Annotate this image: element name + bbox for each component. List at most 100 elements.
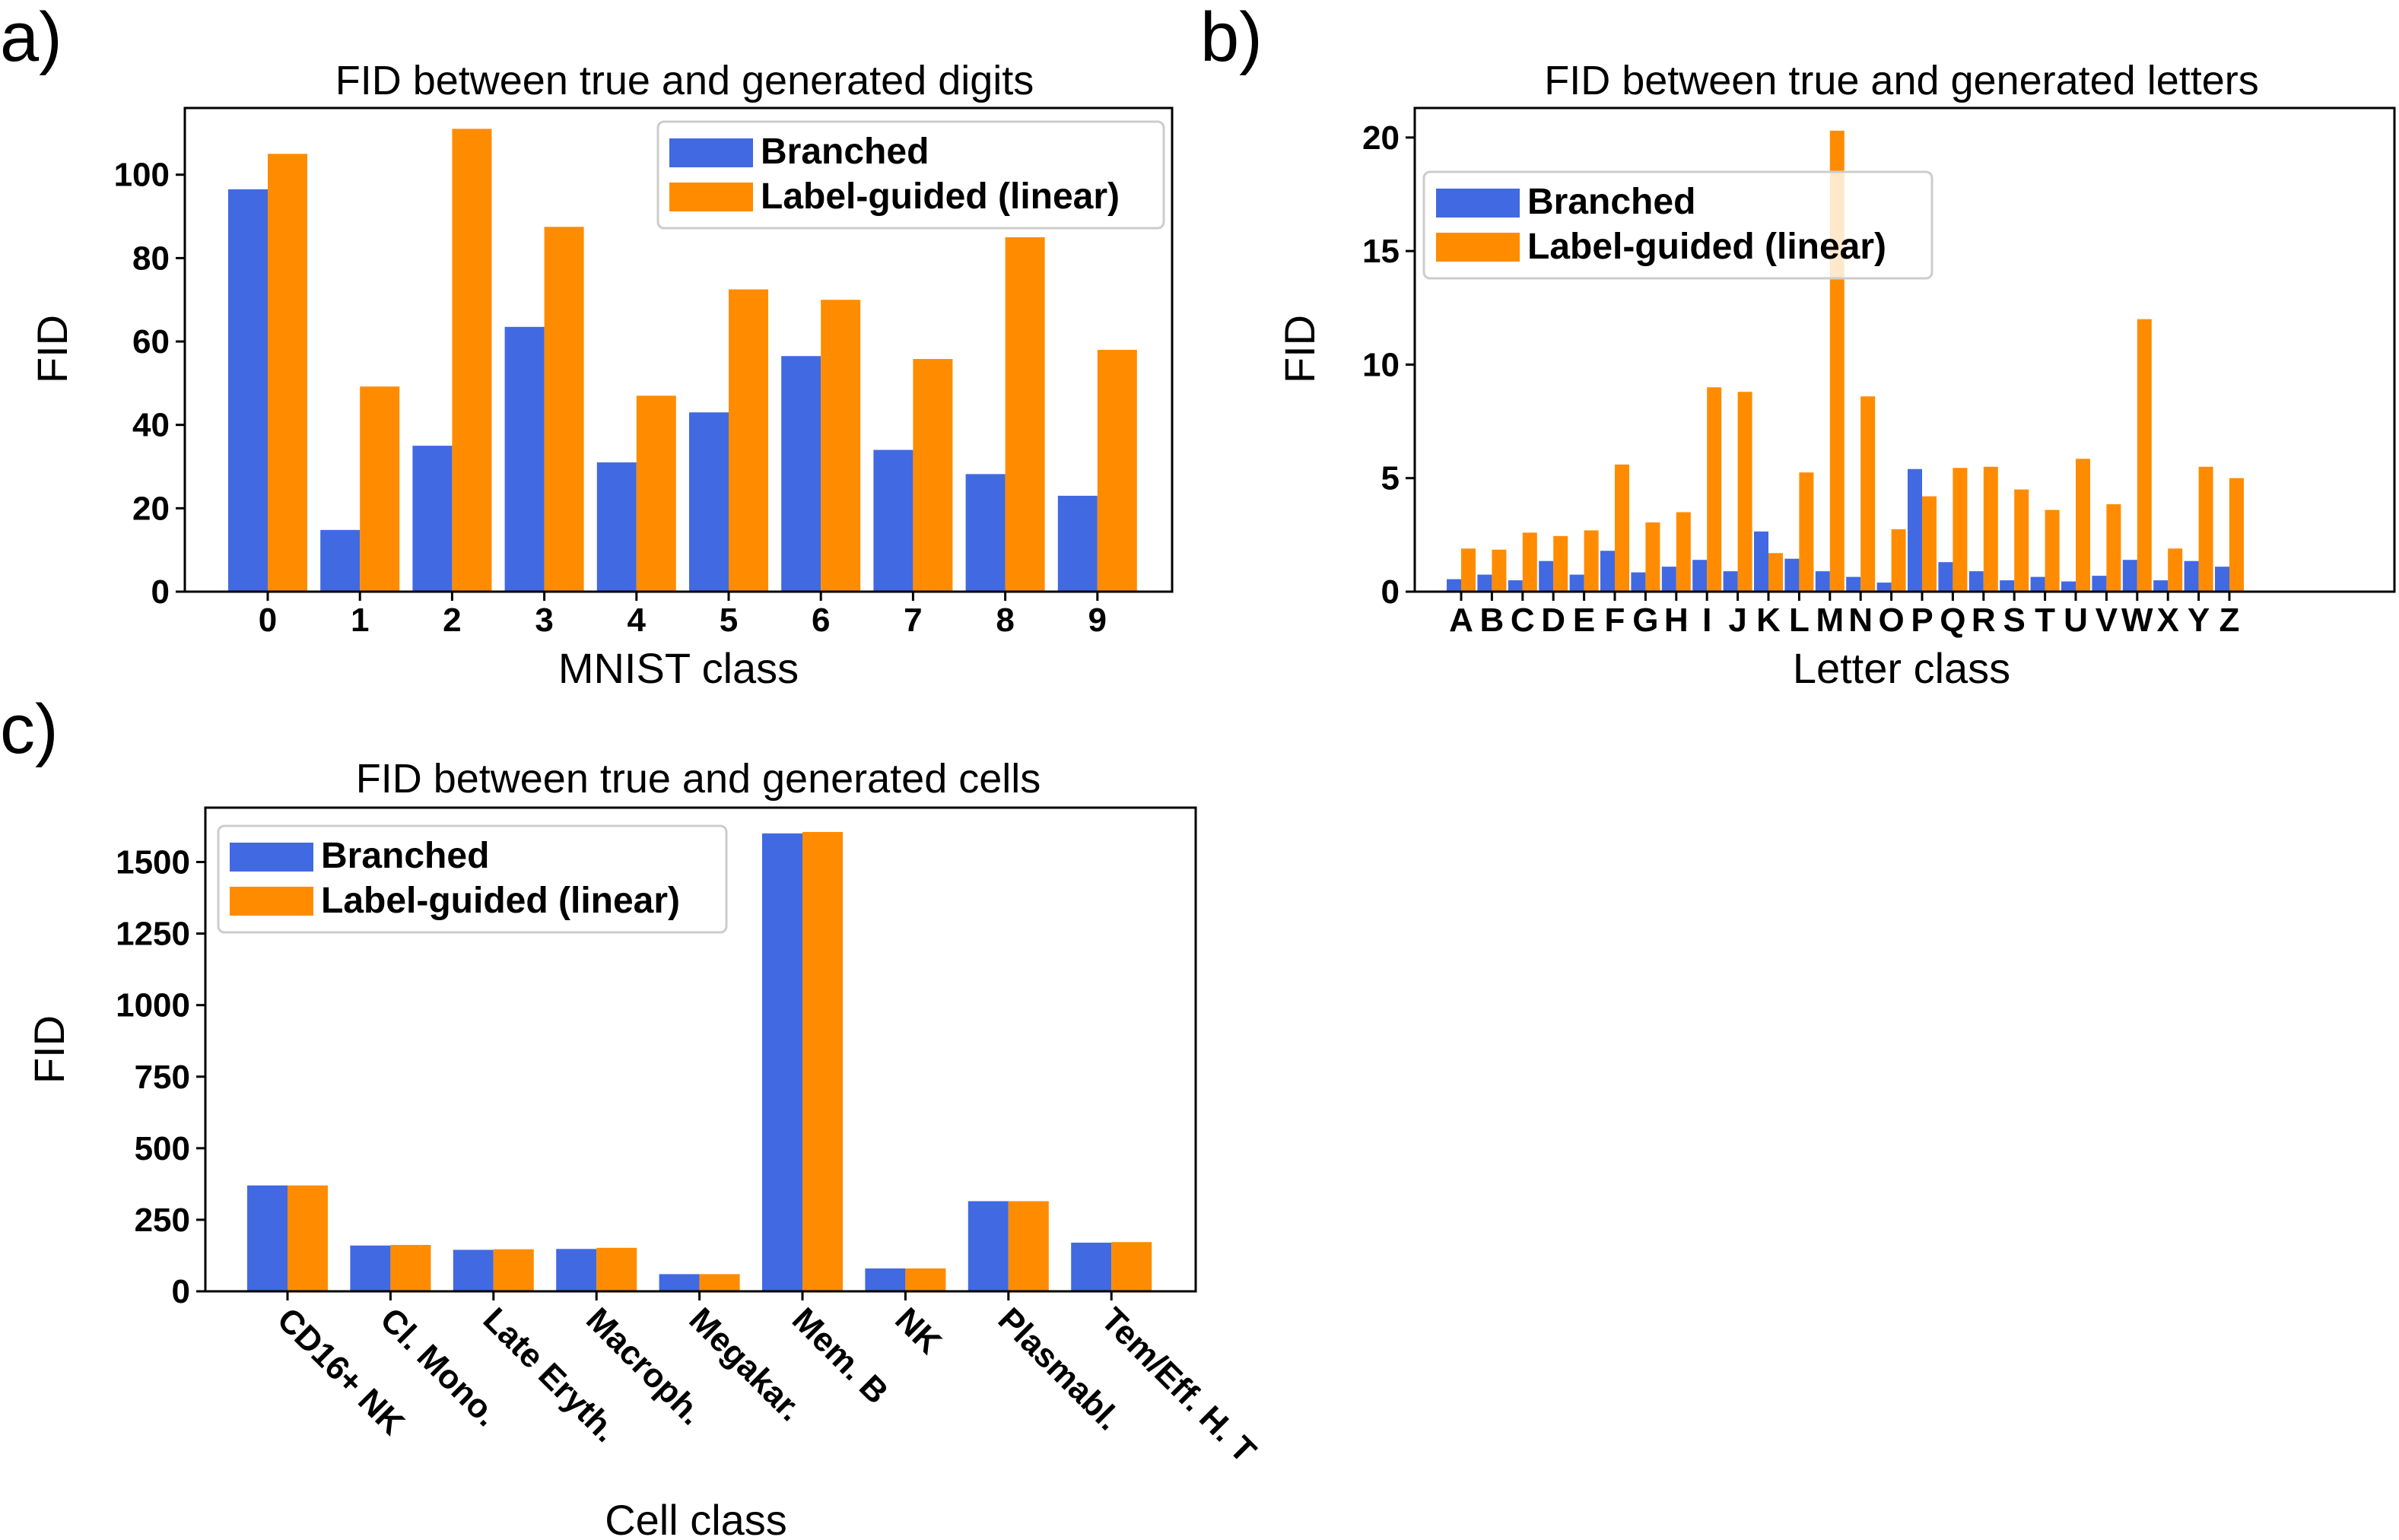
panel-a-bar-branched-0	[228, 189, 268, 592]
panel-a-bar-linear-4	[636, 395, 676, 592]
panel-b-bar-branched-22	[2122, 560, 2137, 592]
panel-b-bar-linear-25	[2229, 478, 2244, 592]
panel-b-bar-linear-3	[1553, 535, 1568, 592]
panel-a-legend-branched: Branched	[761, 132, 929, 172]
panel-b-ticks: A B C D E F G H I J K L M N O P Q R S T U V W X Y Z 0 5 10 15 20	[1362, 119, 2239, 639]
panel-b-xtick-label-19: T	[2035, 602, 2055, 639]
panel-c-bar-linear-3	[596, 1247, 637, 1291]
panel-c-bar-branched-8	[1071, 1243, 1112, 1291]
panel-c-ytick-label-0: 0	[172, 1273, 190, 1310]
panel-a-bar-linear-9	[1097, 350, 1137, 592]
panel-b-xtick-label-9: J	[1728, 602, 1746, 639]
panel-c-ylabel: FID	[25, 1015, 73, 1084]
panel-b-bar-branched-15	[1908, 468, 1922, 592]
panel-a-ylabel: FID	[28, 315, 76, 383]
panel-a-bar-branched-3	[504, 326, 545, 592]
panel-b-xtick-label-20: U	[2064, 602, 2088, 639]
panel-b-bar-branched-24	[2184, 560, 2199, 592]
panel-c-bar-linear-0	[288, 1185, 328, 1291]
panel-a-ytick-label-0: 0	[151, 573, 170, 611]
panel-a-bar-branched-7	[873, 449, 914, 592]
panel-b-bar-linear-0	[1461, 548, 1476, 592]
panel-c-cells: c) FID between true and generated cells …	[0, 691, 1263, 1540]
panel-c-bar-linear-8	[1111, 1242, 1152, 1291]
panel-b-bar-branched-14	[1876, 583, 1892, 592]
panel-c-ytick-label-6: 1500	[116, 844, 190, 881]
panel-b-bar-linear-18	[2014, 489, 2029, 592]
panel-c-label: c)	[0, 691, 59, 768]
panel-b-bar-branched-1	[1477, 574, 1492, 592]
panel-c-legend-branched: Branched	[321, 836, 489, 876]
panel-b-xtick-label-24: Y	[2188, 602, 2210, 639]
panel-b-letters: b) FID between true and generated letter…	[1200, 0, 2396, 692]
panel-b-xtick-label-11: L	[1789, 602, 1810, 639]
panel-a-xtick-label-7: 7	[904, 602, 922, 639]
panel-b-bar-linear-4	[1584, 530, 1599, 592]
panel-c-ytick-label-5: 1250	[116, 916, 190, 953]
panel-b-xtick-label-13: N	[1848, 602, 1873, 639]
panel-b-bar-branched-17	[1968, 571, 1984, 592]
panel-b-bar-linear-11	[1799, 472, 1814, 592]
panel-a-xlabel: MNIST class	[558, 644, 799, 692]
panel-b-bar-branched-21	[2092, 576, 2107, 592]
panel-a-bar-linear-7	[913, 359, 953, 592]
panel-a-bar-branched-2	[412, 446, 453, 592]
panel-a-bar-branched-5	[689, 412, 729, 592]
panel-a-xtick-label-0: 0	[259, 602, 277, 639]
panel-a-ytick-label-5: 100	[114, 157, 170, 194]
panel-b-bar-linear-16	[1953, 468, 1968, 592]
panel-b-xtick-label-16: Q	[1940, 602, 1965, 639]
panel-a-bars	[228, 129, 1137, 592]
panel-b-bar-branched-0	[1447, 579, 1461, 592]
panel-a-xtick-label-5: 5	[720, 602, 738, 639]
panel-a-bar-branched-9	[1057, 495, 1098, 592]
panel-c-bar-branched-7	[968, 1201, 1009, 1291]
panel-b-xtick-label-3: D	[1541, 602, 1565, 639]
panel-c-bar-branched-4	[659, 1274, 700, 1291]
panel-c-legend-linear: Label-guided (linear)	[321, 881, 680, 921]
panel-b-bar-linear-6	[1645, 522, 1660, 592]
panel-b-bar-linear-5	[1615, 464, 1629, 592]
panel-b-bar-linear-9	[1737, 392, 1752, 592]
panel-a-xtick-label-3: 3	[535, 602, 553, 639]
panel-b-bar-linear-10	[1768, 553, 1783, 592]
panel-c-bar-linear-5	[802, 831, 843, 1291]
panel-b-xtick-label-0: A	[1449, 602, 1473, 639]
panel-a-bar-branched-8	[965, 474, 1006, 592]
panel-b-bar-branched-16	[1938, 562, 1953, 592]
panel-c-legend-swatch-branched	[230, 843, 313, 872]
panel-c-xtick-label-6: NK	[888, 1300, 948, 1361]
panel-b-xtick-label-22: W	[2121, 602, 2153, 639]
panel-b-xtick-label-6: G	[1632, 602, 1658, 639]
panel-c-ytick-label-4: 1000	[116, 987, 190, 1024]
panel-b-bar-branched-25	[2215, 567, 2229, 592]
panel-a-xtick-label-2: 2	[443, 602, 461, 639]
panel-b-bar-branched-11	[1784, 558, 1800, 592]
panel-c-bar-linear-1	[390, 1245, 431, 1291]
panel-c-ytick-label-2: 500	[135, 1130, 190, 1167]
panel-a-bar-linear-6	[821, 300, 861, 592]
panel-b-bar-branched-9	[1723, 571, 1738, 592]
panel-b-ytick-label-4: 20	[1362, 119, 1400, 157]
panel-a-ytick-label-2: 40	[132, 407, 170, 444]
panel-b-bar-linear-17	[1983, 466, 1998, 592]
panel-b-ytick-label-0: 0	[1381, 573, 1400, 611]
panel-a-legend-swatch-linear	[669, 183, 753, 211]
panel-b-bar-linear-13	[1860, 396, 1876, 592]
panel-b-plot-frame	[1413, 106, 2396, 593]
panel-c-bar-linear-4	[699, 1274, 740, 1291]
panel-b-bar-branched-18	[2000, 580, 2015, 592]
panel-b-bar-branched-7	[1661, 567, 1676, 592]
panel-c-legend: Branched Label-guided (linear)	[217, 824, 728, 934]
panel-b-bar-branched-5	[1600, 551, 1615, 592]
panel-a-bar-linear-0	[268, 154, 307, 592]
panel-a-bar-branched-4	[596, 462, 637, 592]
panel-b-bar-branched-19	[2030, 576, 2045, 592]
panel-b-legend-swatch-linear	[1436, 233, 1520, 262]
panel-a-legend-linear: Label-guided (linear)	[761, 176, 1120, 217]
panel-c-bar-branched-2	[453, 1249, 494, 1291]
panel-c-plot-frame	[204, 806, 1197, 1293]
panel-b-bar-linear-1	[1492, 549, 1507, 592]
panel-c-xtick-label-8: Tem/Eff. H. T	[1094, 1300, 1263, 1470]
